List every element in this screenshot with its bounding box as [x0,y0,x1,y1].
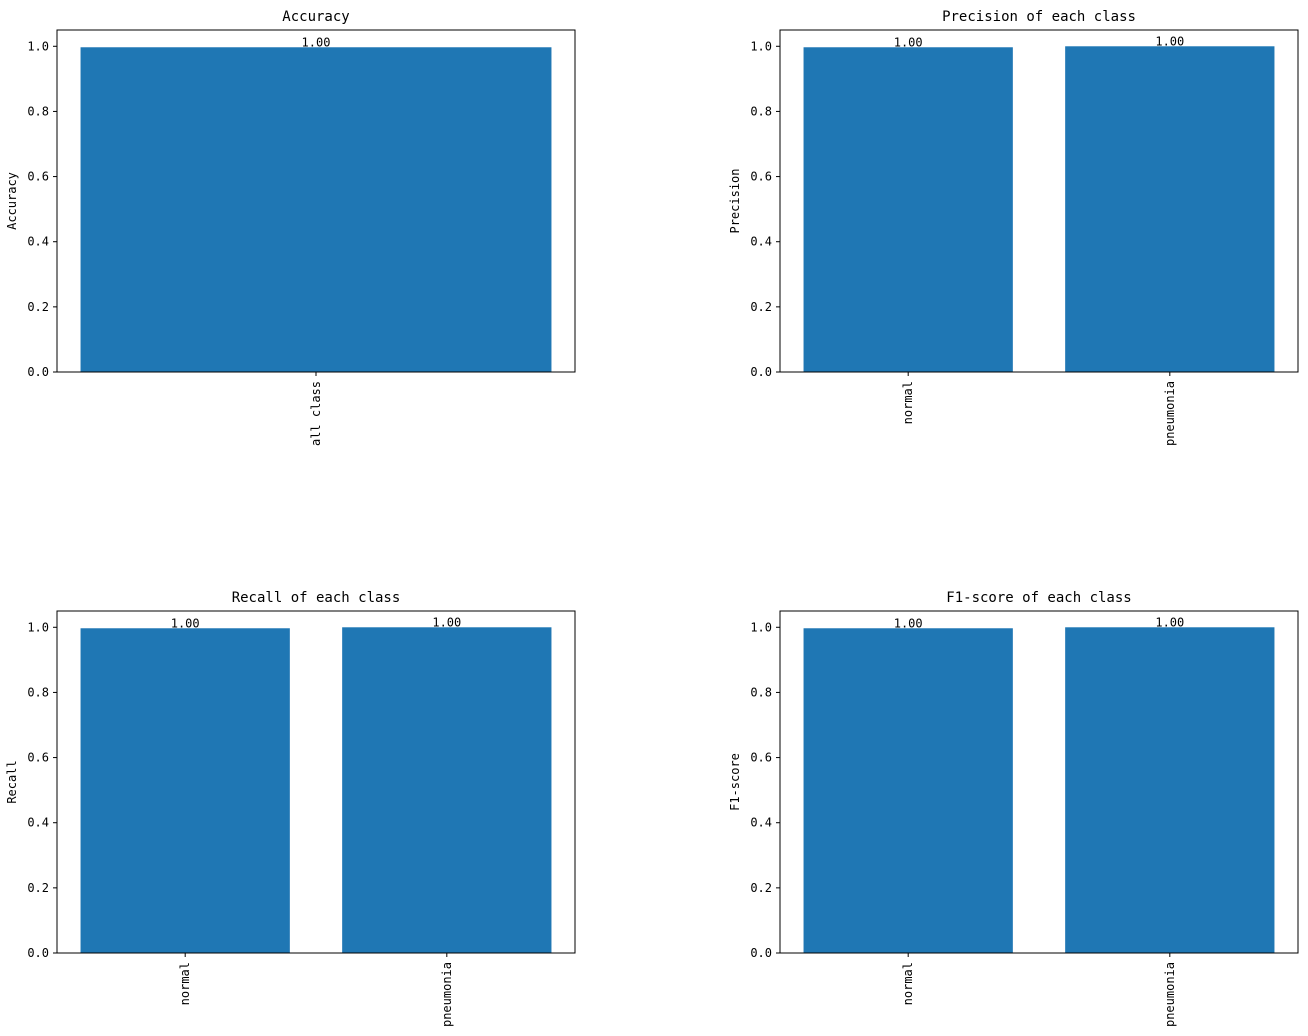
y-axis-label: Precision [728,168,742,233]
bar [80,628,290,953]
y-tick-label: 0.4 [750,816,772,830]
y-tick-label: 0.0 [27,946,49,960]
value-label: 1.00 [1155,615,1184,629]
y-tick-label: 0.2 [27,881,49,895]
y-tick-label: 1.0 [750,620,772,634]
chart-title: Precision of each class [942,9,1136,25]
y-tick-label: 0.8 [27,685,49,699]
y-tick-label: 0.4 [27,816,49,830]
y-axis-label: F1-score [728,753,742,811]
bar [342,627,552,953]
y-axis-label: Recall [5,760,19,803]
bar [803,628,1013,953]
y-tick-label: 0.4 [27,235,49,249]
y-tick-label: 0.0 [750,946,772,960]
axes-frame [779,610,1299,954]
y-tick-label: 0.4 [750,235,772,249]
y-tick-label: 0.6 [750,751,772,765]
x-tick-label: normal [178,962,192,1005]
y-axis-label: Accuracy [5,172,19,230]
y-tick-label: 1.0 [27,39,49,53]
x-tick-label: normal [901,962,915,1005]
y-tick-label: 0.0 [27,365,49,379]
bar [803,47,1013,373]
value-label: 1.00 [302,35,331,49]
value-label: 1.00 [1155,34,1184,48]
value-label: 1.00 [894,35,923,49]
y-tick-label: 1.0 [750,39,772,53]
value-label: 1.00 [171,616,200,630]
bar [1065,46,1275,373]
axes-frame [56,610,576,954]
x-tick-label: pneumonia [1163,962,1177,1027]
x-tick-label: normal [901,381,915,424]
y-tick-label: 0.6 [27,751,49,765]
bar [80,47,552,373]
axes-frame [779,29,1299,373]
bar [1065,627,1275,953]
x-tick-label: pneumonia [440,962,454,1027]
chart-title: Accuracy [282,9,349,25]
value-label: 1.00 [432,615,461,629]
y-tick-label: 0.6 [27,170,49,184]
chart-title: Recall of each class [232,590,401,606]
y-tick-label: 0.2 [27,300,49,314]
y-tick-label: 0.8 [750,104,772,118]
y-tick-label: 0.2 [750,300,772,314]
x-tick-label: all class [309,381,323,446]
y-tick-label: 0.0 [750,365,772,379]
y-tick-label: 0.2 [750,881,772,895]
axes-frame [56,29,576,373]
y-tick-label: 0.8 [27,104,49,118]
y-tick-label: 1.0 [27,620,49,634]
x-tick-label: pneumonia [1163,381,1177,446]
y-tick-label: 0.6 [750,170,772,184]
y-tick-label: 0.8 [750,685,772,699]
value-label: 1.00 [894,616,923,630]
chart-title: F1-score of each class [946,590,1131,606]
